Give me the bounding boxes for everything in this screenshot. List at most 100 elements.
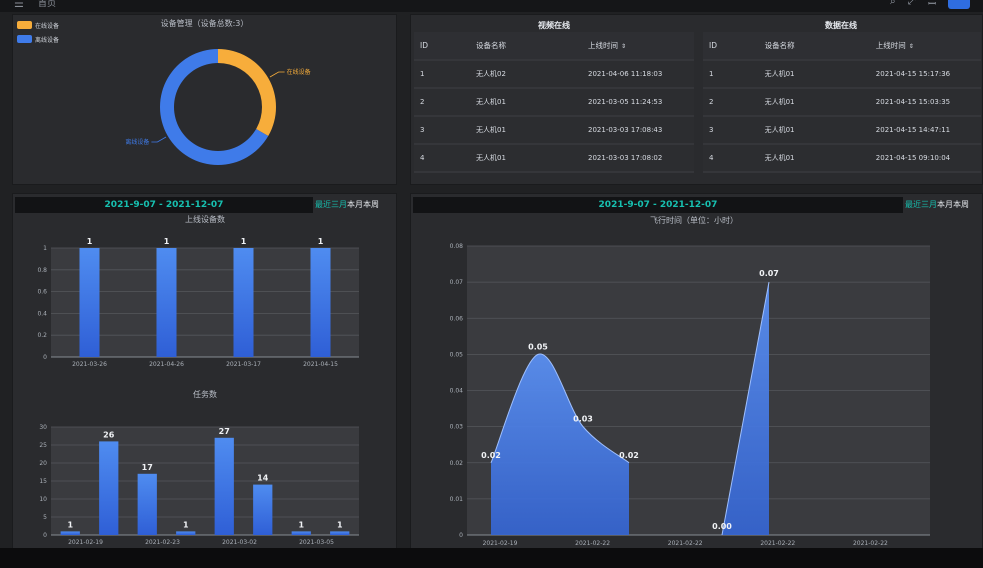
table-cell: 4: [414, 144, 470, 173]
bar-value-label: 1: [87, 237, 93, 246]
online-tables-panel: 视频在线 数据在线 ID 设备名称 上线时间 ⇕ 1 无人机02 2021-04-06 11…: [410, 14, 983, 185]
x-tick-label: 2021-02-19: [68, 539, 103, 546]
donut-label: 在线设备: [287, 68, 311, 76]
table-row[interactable]: 3 无人机01 2021-03-03 17:08:43: [414, 116, 694, 145]
video-table-header-row: ID 设备名称 上线时间 ⇕: [414, 32, 694, 61]
sort-icon[interactable]: ⇕: [621, 43, 627, 50]
y-tick-label: 0.05: [450, 351, 464, 358]
table-cell: 1: [703, 60, 759, 89]
area-series: [491, 353, 629, 535]
breadcrumb-home[interactable]: 首页: [38, 0, 57, 9]
avatar[interactable]: [948, 0, 970, 9]
table-cell: 2021-04-15 14:47:11: [869, 116, 981, 145]
date-range-label-right: 2021-9-07 - 2021-12-07: [413, 197, 903, 213]
table-cell: 2: [703, 88, 759, 117]
bar-value-label: 1: [241, 237, 247, 246]
top-bar: ☰ 首页 ⌕ ⤢ ꟷ: [0, 0, 983, 12]
bar: [253, 484, 273, 535]
x-tick-label: 2021-03-17: [226, 361, 261, 368]
menu-icon[interactable]: ☰: [14, 0, 24, 10]
data-table-header-label: 设备名称: [764, 41, 795, 50]
data-table-header-row: ID 设备名称 上线时间 ⇕: [703, 32, 981, 61]
y-tick-label: 1: [43, 245, 47, 252]
table-row[interactable]: 3 无人机01 2021-04-15 14:47:11: [703, 116, 981, 145]
table-cell: 2021-04-06 11:18:03: [582, 60, 694, 89]
video-table-header-label: 上线时间: [588, 41, 618, 50]
bar-value-label: 1: [67, 520, 73, 529]
tab-this-week[interactable]: 本周: [363, 200, 379, 209]
y-tick-label: 0: [43, 354, 47, 361]
table-cell: 无人机01: [758, 116, 870, 145]
y-tick-label: 0.04: [450, 388, 464, 395]
donut-label-line: [151, 136, 167, 143]
table-cell: 无人机01: [758, 60, 870, 89]
x-tick-label: 2021-04-15: [303, 361, 338, 368]
table-cell: 2021-03-03 17:08:02: [582, 144, 694, 173]
bar-value-label: 14: [257, 474, 269, 483]
tab-this-week-right[interactable]: 本周: [953, 200, 969, 209]
table-row[interactable]: 1 无人机02 2021-04-06 11:18:03: [414, 60, 694, 89]
legend-label-online: 在线设备: [35, 22, 60, 30]
table-row[interactable]: 4 无人机01 2021-03-03 17:08:02: [414, 144, 694, 173]
right-statistics-panel: 2021-9-07 - 2021-12-07 最近三月本月本周 飞行时间（单位：…: [410, 193, 983, 553]
legend-item-online[interactable]: 在线设备: [17, 18, 59, 32]
tab-last-three-months[interactable]: 最近三月: [315, 200, 347, 209]
x-tick-label: 2021-02-22: [668, 540, 703, 547]
flight-time-chart: 飞行时间（单位：小时） 0 0.01 0.02 0.03 0.04 0.05 0.06 0.07…: [450, 215, 930, 547]
table-cell: 无人机01: [758, 144, 870, 173]
donut-label-line: [269, 71, 285, 78]
bar-value-label: 1: [164, 237, 170, 246]
y-tick-label: 0.6: [37, 289, 47, 296]
tab-last-three-months-right[interactable]: 最近三月: [905, 200, 937, 209]
table-cell: 2021-04-15 15:03:35: [869, 88, 981, 117]
table-row[interactable]: 2 无人机01 2021-04-15 15:03:35: [703, 88, 981, 117]
y-tick-label: 0.03: [450, 424, 464, 431]
data-table-header-cell[interactable]: 上线时间 ⇕: [869, 32, 981, 61]
table-row[interactable]: 4 无人机01 2021-04-15 09:10:04: [703, 144, 981, 173]
data-table-header-cell: 设备名称: [758, 32, 870, 61]
y-tick-label: 0.07: [450, 279, 464, 286]
bar-value-label: 27: [219, 427, 230, 436]
bar: [156, 248, 177, 357]
fullscreen-icon[interactable]: ⤢: [908, 0, 916, 7]
bar: [99, 441, 119, 535]
sort-icon[interactable]: ⇕: [908, 43, 914, 50]
range-tabs: 最近三月本月本周: [315, 198, 379, 212]
plot-area: [51, 248, 359, 357]
data-table-header-label: ID: [709, 41, 717, 50]
table-cell: 无人机02: [470, 60, 582, 89]
table-row[interactable]: 1 无人机01 2021-04-15 15:17:36: [703, 60, 981, 89]
legend-item-offline[interactable]: 离线设备: [17, 32, 59, 46]
y-tick-label: 0.02: [450, 460, 464, 467]
font-size-icon[interactable]: ꟷ: [928, 0, 937, 10]
x-tick-label: 2021-03-05: [299, 539, 334, 546]
video-table-header-cell: 设备名称: [470, 32, 582, 61]
chart-title: 飞行时间（单位：小时）: [650, 215, 738, 225]
x-tick-label: 2021-02-22: [575, 540, 610, 547]
x-tick-label: 2021-02-22: [853, 540, 888, 547]
device-management-panel: 在线设备 离线设备 设备管理（设备总数:3） 在线设备 离线设备: [12, 14, 397, 185]
chart-title: 任务数: [193, 389, 217, 399]
y-tick-label: 20: [39, 460, 47, 467]
tab-this-month-right[interactable]: 本月: [937, 200, 953, 209]
table-row[interactable]: 2 无人机01 2021-03-05 11:24:53: [414, 88, 694, 117]
tab-this-month[interactable]: 本月: [347, 200, 363, 209]
legend-label-offline: 离线设备: [35, 36, 60, 44]
data-label: 0.03: [573, 415, 593, 424]
table-cell: 4: [703, 144, 759, 173]
y-tick-label: 0.8: [37, 267, 47, 274]
video-table-header-cell: ID: [414, 32, 470, 61]
bar: [330, 531, 350, 535]
task-count-chart: 任务数 0 5 10 15 20 25 30 1 26 17 1 27 14 1 1 2021-02-19 202…: [39, 389, 359, 546]
y-tick-label: 0.01: [450, 496, 464, 503]
x-tick-label: 2021-02-19: [483, 540, 518, 547]
video-table-header-cell[interactable]: 上线时间 ⇕: [582, 32, 694, 61]
bar-value-label: 26: [103, 430, 115, 439]
video-online-table: ID 设备名称 上线时间 ⇕ 1 无人机02 2021-04-06 11:18:03 2 无人机…: [414, 32, 694, 173]
y-tick-label: 0: [43, 532, 47, 539]
donut-slice: [218, 49, 276, 136]
legend-swatch-offline: [17, 35, 32, 43]
search-icon[interactable]: ⌕: [890, 0, 896, 7]
table-cell: 2021-04-15 09:10:04: [869, 144, 981, 173]
bar: [79, 248, 100, 357]
